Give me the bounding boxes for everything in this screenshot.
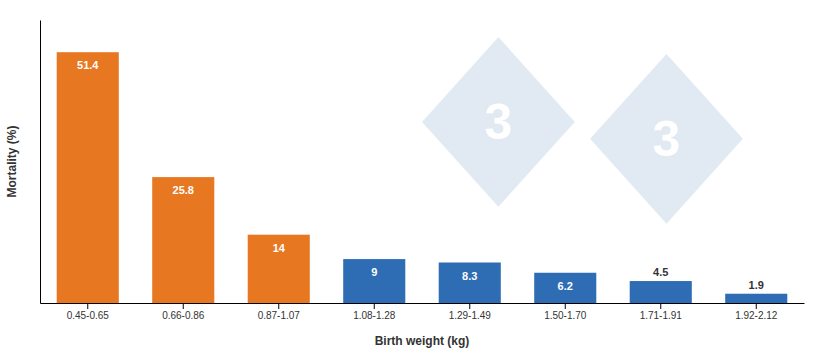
x-tick-label: 1.29-1.49	[449, 310, 492, 321]
watermark-text: 3	[653, 111, 681, 167]
watermark-diamond	[590, 54, 743, 224]
x-tick-label: 0.66-0.86	[162, 310, 205, 321]
data-label: 4.5	[653, 266, 668, 278]
x-tick: 1.08-1.28	[353, 303, 396, 321]
chart-svg: 3351.425.81498.36.24.51.90.45-0.650.66-0…	[0, 0, 819, 355]
x-tick: 1.71-1.91	[640, 303, 683, 321]
watermark-diamond	[422, 37, 575, 207]
bar	[343, 259, 405, 303]
x-axis-line	[41, 303, 805, 304]
data-labels: 51.4 25.8 14 9 8.3 6.2 4.5 1.9	[77, 59, 764, 292]
x-tick: 1.92-2.12	[735, 303, 778, 321]
x-tick: 1.50-1.70	[544, 303, 587, 321]
x-tick-mark	[374, 303, 375, 309]
data-label: 25.8	[173, 184, 194, 196]
x-tick-mark	[565, 303, 566, 309]
data-label: 1.9	[749, 279, 764, 291]
watermark-text: 3	[484, 94, 512, 150]
bar	[630, 281, 692, 303]
x-axis: 0.45-0.65 0.66-0.86 0.87-1.07 1.08-1.28 1.29…	[41, 303, 805, 321]
bar	[439, 263, 501, 303]
x-tick-label: 0.45-0.65	[67, 310, 110, 321]
x-tick-label: 0.87-1.07	[258, 310, 301, 321]
data-label: 6.2	[558, 280, 573, 292]
x-tick: 0.66-0.86	[162, 303, 205, 321]
bar	[152, 177, 214, 303]
x-tick: 1.29-1.49	[449, 303, 492, 321]
x-tick-mark	[183, 303, 184, 309]
x-tick: 0.45-0.65	[67, 303, 110, 321]
y-axis	[40, 21, 41, 304]
x-tick-label: 1.71-1.91	[640, 310, 683, 321]
bar	[248, 235, 310, 303]
bar	[534, 273, 596, 303]
x-tick-label: 1.08-1.28	[353, 310, 396, 321]
y-axis-line	[40, 21, 41, 304]
x-tick-mark	[756, 303, 757, 309]
y-axis-title: Mortality (%)	[5, 125, 19, 197]
x-tick-mark	[87, 303, 88, 309]
chart-container: 3351.425.81498.36.24.51.90.45-0.650.66-0…	[0, 0, 819, 355]
x-tick-mark	[278, 303, 279, 309]
bars	[57, 52, 788, 303]
bar	[725, 294, 787, 303]
plot-area: 3351.425.81498.36.24.51.90.45-0.650.66-0…	[41, 21, 805, 322]
data-label: 8.3	[462, 270, 477, 282]
data-label: 9	[371, 266, 377, 278]
data-label: 51.4	[77, 59, 99, 71]
x-tick: 0.87-1.07	[258, 303, 301, 321]
watermark: 33	[422, 37, 743, 224]
x-tick-mark	[660, 303, 661, 309]
bar	[57, 52, 119, 303]
x-tick-mark	[469, 303, 470, 309]
x-axis-title: Birth weight (kg)	[375, 334, 470, 348]
x-tick-label: 1.50-1.70	[544, 310, 587, 321]
data-label: 14	[273, 242, 286, 254]
x-tick-label: 1.92-2.12	[735, 310, 778, 321]
